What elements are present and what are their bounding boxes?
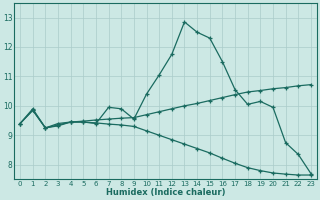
X-axis label: Humidex (Indice chaleur): Humidex (Indice chaleur) bbox=[106, 188, 225, 197]
